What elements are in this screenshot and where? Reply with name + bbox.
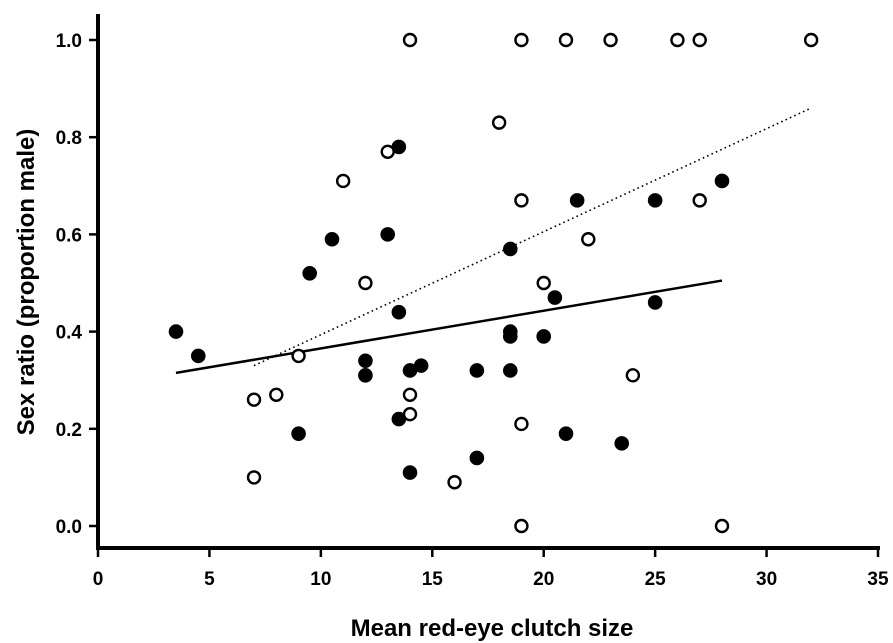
y-axis-title: Sex ratio (proportion male) [13,129,40,436]
open-data-point [402,387,418,402]
filled-data-point [558,426,574,441]
filled-data-point [536,329,552,344]
filled-data-point [614,436,630,451]
open-data-point [692,32,707,48]
y-tick-label: 0.6 [56,225,82,246]
filled-data-point [469,363,485,378]
open-data-point [692,193,707,208]
filled-data-point [502,363,518,378]
open-data-point [402,407,418,422]
open-data-point [246,470,262,485]
filled-data-point [469,450,485,466]
open-data-point [380,144,395,159]
filled-data-point [547,290,563,305]
open-data-point [491,115,507,130]
open-data-point [269,387,284,402]
dotted-trend-line [253,107,812,367]
y-tick-label: 0.8 [56,128,82,149]
open-data-point [603,32,618,48]
filled-data-point [358,353,373,369]
open-data-point [514,518,529,534]
filled-data-point [402,465,418,480]
filled-data-point [324,231,340,247]
filled-data-point [502,329,518,344]
filled-data-point [291,426,306,441]
filled-data-point [358,368,373,383]
filled-data-point [391,304,407,320]
filled-data-point [569,193,585,208]
plot-marks [168,32,819,534]
open-data-point [514,193,529,208]
x-tick-label: 15 [422,569,444,590]
filled-data-point [647,193,663,208]
x-tick-label: 30 [756,569,777,590]
open-data-point [291,348,306,364]
filled-data-point [380,227,396,242]
open-data-point [714,518,730,534]
open-data-point [246,392,262,407]
filled-data-point [413,358,429,373]
open-data-point [558,32,574,48]
open-data-point [335,173,351,189]
x-tick-label: 25 [645,569,667,590]
open-data-point [358,275,373,291]
open-data-point [536,275,551,291]
filled-data-point [502,241,518,257]
y-tick-label: 0.2 [56,420,82,441]
open-data-point [625,368,641,383]
x-tick-label: 5 [204,569,215,590]
x-tick-label: 35 [867,569,889,590]
filled-data-point [714,173,730,189]
open-data-point [514,32,529,48]
open-data-point [447,475,462,490]
axis-ticks: 0 5 10 15 20 25 30 35 0.0 0.2 0.4 0.6 0.8 1.0 [56,31,889,590]
x-axis-title: Mean red-eye clutch size [351,615,634,642]
open-data-point [514,416,529,432]
x-tick-label: 20 [533,569,554,590]
y-tick-label: 0.4 [56,323,83,344]
y-tick-label: 0.0 [56,517,82,538]
filled-data-point [168,324,184,339]
open-data-point [402,32,418,48]
open-data-point [581,232,596,247]
filled-data-point [302,265,318,281]
x-tick-label: 10 [310,569,331,590]
open-data-point [670,32,685,48]
filled-data-point [647,295,663,310]
open-data-point [803,32,819,48]
solid-trend-line [175,279,723,375]
filled-data-point [190,348,206,364]
x-tick-label: 0 [93,569,104,590]
y-tick-label: 1.0 [56,31,82,52]
